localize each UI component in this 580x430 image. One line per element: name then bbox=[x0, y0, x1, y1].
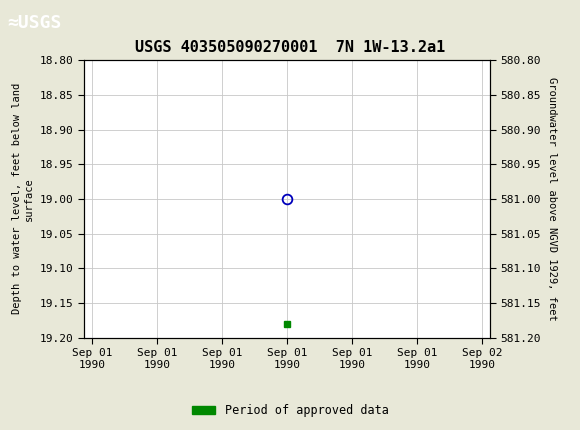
Text: ≈USGS: ≈USGS bbox=[7, 14, 61, 31]
Legend: Period of approved data: Period of approved data bbox=[187, 399, 393, 422]
Y-axis label: Depth to water level, feet below land
surface: Depth to water level, feet below land su… bbox=[12, 83, 34, 314]
Y-axis label: Groundwater level above NGVD 1929, feet: Groundwater level above NGVD 1929, feet bbox=[546, 77, 557, 321]
Text: USGS 403505090270001  7N 1W-13.2a1: USGS 403505090270001 7N 1W-13.2a1 bbox=[135, 40, 445, 55]
